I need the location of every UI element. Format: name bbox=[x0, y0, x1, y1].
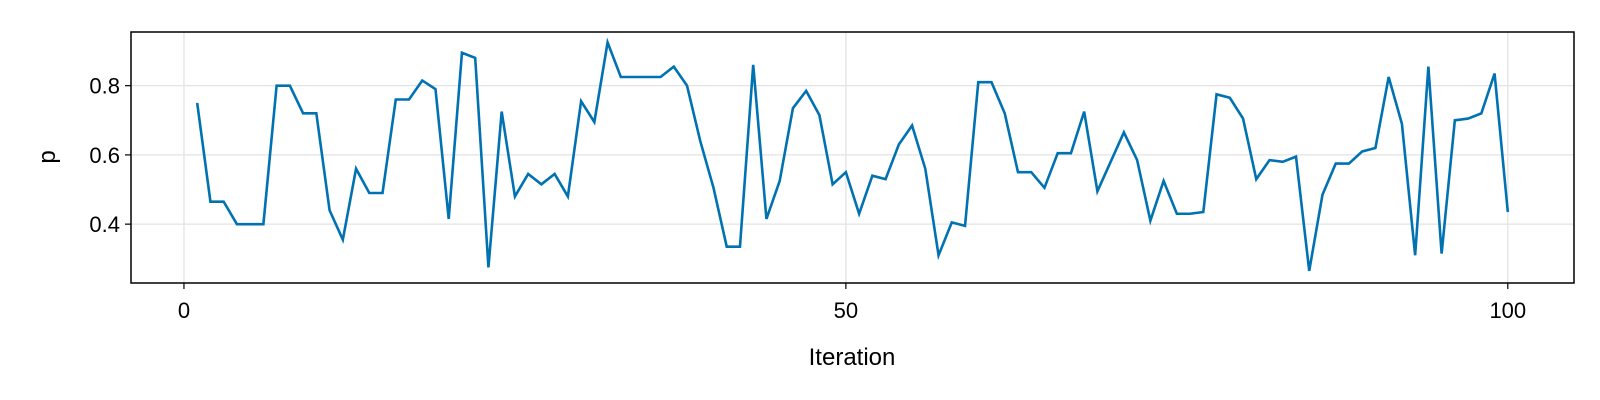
x-tick-label: 100 bbox=[1489, 298, 1526, 323]
series-line bbox=[195, 37, 1510, 272]
y-tick-label: 0.6 bbox=[89, 143, 120, 168]
x-tick-label: 0 bbox=[178, 298, 190, 323]
plot-frame bbox=[130, 31, 1575, 284]
y-tick-label: 0.4 bbox=[89, 212, 120, 237]
axis-ticks: 0 50 100 0.4 0.6 0.8 bbox=[89, 74, 1526, 323]
y-tick-label: 0.8 bbox=[89, 74, 120, 99]
x-tick-label: 50 bbox=[834, 298, 858, 323]
data-series bbox=[195, 37, 1510, 272]
x-axis-label: Iteration bbox=[809, 344, 896, 371]
y-axis-label: p bbox=[34, 150, 61, 163]
grid-lines bbox=[131, 32, 1574, 283]
